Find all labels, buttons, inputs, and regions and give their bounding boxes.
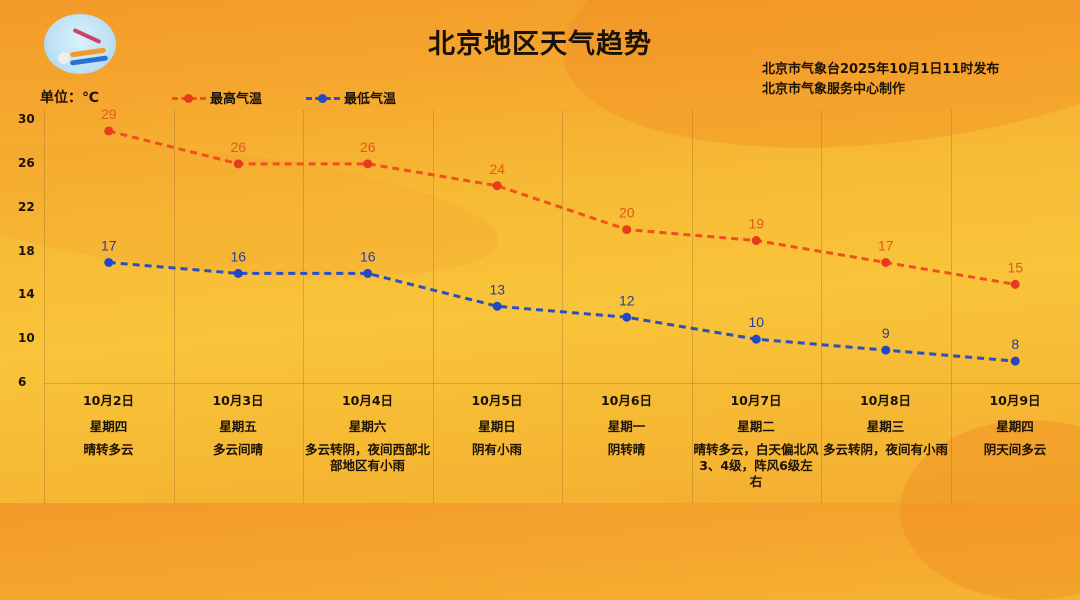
- high-temp-point: [881, 257, 891, 267]
- low-temp-point: [104, 257, 114, 267]
- day-weather: 阴天间多云: [983, 442, 1047, 457]
- day-weather: 晴转多云，白天偏北风3、4级，阵风6级左右: [693, 442, 819, 489]
- high-temp-value: 26: [230, 139, 246, 155]
- low-temp-point: [233, 268, 243, 278]
- day-weekday: 星期六: [348, 419, 387, 434]
- high-temp-point: [1010, 279, 1020, 289]
- low-temp-value: 9: [882, 325, 890, 341]
- low-temp-line: [108, 260, 1016, 363]
- high-temp-point: [104, 126, 114, 136]
- day-date: 10月7日: [730, 393, 782, 408]
- legend-low-swatch: [306, 92, 340, 104]
- grid-line: [950, 110, 952, 503]
- low-temp-value: 10: [748, 314, 764, 330]
- legend-high: 最高气温: [172, 88, 262, 107]
- grid-line: [821, 110, 822, 503]
- high-temp-point: [363, 159, 373, 169]
- legend-high-label: 最高气温: [210, 92, 263, 107]
- grid-line: [303, 110, 304, 503]
- y-tick-label: 10: [18, 331, 35, 346]
- day-date: 10月5日: [471, 393, 523, 408]
- day-date: 10月9日: [989, 393, 1041, 408]
- day-column: 10月6日星期一阴转晴: [562, 390, 691, 458]
- low-temp-point: [881, 345, 891, 355]
- grid-line: [562, 110, 563, 503]
- day-weather: 多云转阴，夜间西部北部地区有小雨: [305, 442, 431, 473]
- day-weekday: 星期四: [996, 419, 1034, 434]
- day-weekday: 星期一: [607, 419, 646, 434]
- publisher-line-2: 北京市气象服务中心制作: [762, 82, 906, 97]
- low-temp-value: 16: [230, 248, 246, 264]
- high-temp-value: 19: [748, 216, 764, 232]
- unit-label: 单位：℃: [40, 90, 99, 106]
- day-column: 10月5日星期日阴有小雨: [433, 390, 562, 458]
- day-weekday: 星期五: [219, 419, 257, 434]
- publisher-line-1: 北京市气象台2025年10月1日11时发布: [762, 62, 1000, 77]
- y-tick-label: 26: [18, 155, 35, 170]
- day-column: 10月2日星期四晴转多云: [44, 390, 173, 458]
- high-temp-value: 17: [878, 237, 894, 253]
- day-column: 10月9日星期四阴天间多云: [951, 390, 1080, 458]
- day-date: 10月6日: [600, 393, 653, 408]
- day-date: 10月4日: [341, 393, 394, 408]
- grid-line: [173, 110, 175, 503]
- high-temp-point: [233, 159, 243, 169]
- legend-high-swatch: [172, 92, 206, 104]
- y-tick-label: 30: [18, 112, 35, 126]
- low-temp-value: 12: [619, 292, 635, 308]
- logo-globe: [58, 52, 70, 64]
- high-temp-point: [751, 236, 761, 246]
- legend-low: 最低气温: [306, 88, 396, 107]
- y-tick-label: 18: [18, 243, 35, 258]
- day-weather: 多云间晴: [212, 442, 263, 457]
- grid-line: [691, 110, 693, 503]
- low-temp-value: 13: [489, 281, 505, 297]
- day-date: 10月8日: [859, 393, 912, 408]
- low-temp-point: [1010, 356, 1020, 366]
- high-temp-value: 20: [619, 205, 635, 221]
- high-temp-value: 26: [360, 139, 376, 155]
- low-temp-value: 17: [101, 237, 117, 253]
- low-temp-point: [622, 312, 632, 322]
- y-tick-label: 22: [18, 199, 35, 214]
- page-title: 北京地区天气趋势: [428, 29, 652, 60]
- temperature-chart: 29 26 26 24 20 19 17 15 17 16 16 13 12 10 9 8: [101, 106, 1023, 366]
- y-tick-label: 14: [18, 287, 35, 302]
- day-weekday: 星期三: [866, 419, 905, 434]
- day-weather: 晴转多云: [83, 442, 134, 457]
- grid-line: [432, 110, 434, 503]
- high-temp-line: [108, 129, 1016, 286]
- x-axis-line: [44, 383, 1080, 384]
- high-temp-value: 15: [1007, 259, 1023, 275]
- high-temp-point: [622, 225, 632, 235]
- low-temp-point: [363, 268, 373, 278]
- day-column: 10月8日星期三多云转阴，夜间有小雨: [821, 390, 950, 458]
- low-temp-point: [492, 301, 502, 311]
- publisher-info: 北京市气象台2025年10月1日11时发布 北京市气象服务中心制作: [762, 60, 999, 100]
- low-temp-value: 16: [360, 248, 376, 264]
- high-temp-point: [492, 181, 502, 191]
- day-column: 10月4日星期六多云转阴，夜间西部北部地区有小雨: [303, 390, 432, 474]
- grid-line: [44, 110, 45, 503]
- high-temp-value: 29: [101, 106, 117, 122]
- day-weekday: 星期日: [478, 419, 516, 434]
- day-date: 10月3日: [212, 393, 264, 408]
- meteorological-service-logo: [44, 14, 116, 74]
- day-column: 10月3日星期五多云间晴: [174, 390, 303, 458]
- day-weekday: 星期二: [737, 419, 775, 434]
- day-weather: 阴转晴: [607, 442, 646, 457]
- day-weather: 多云转阴，夜间有小雨: [823, 442, 949, 457]
- y-tick-label: 6: [18, 375, 27, 389]
- day-column: 10月7日星期二晴转多云，白天偏北风3、4级，阵风6级左右: [692, 390, 821, 490]
- day-weekday: 星期四: [89, 419, 128, 434]
- low-temp-value: 8: [1011, 336, 1019, 352]
- day-date: 10月2日: [82, 393, 135, 408]
- day-weather: 阴有小雨: [471, 442, 522, 457]
- legend-low-label: 最低气温: [344, 92, 397, 107]
- high-temp-value: 24: [489, 161, 505, 177]
- low-temp-point: [751, 334, 761, 344]
